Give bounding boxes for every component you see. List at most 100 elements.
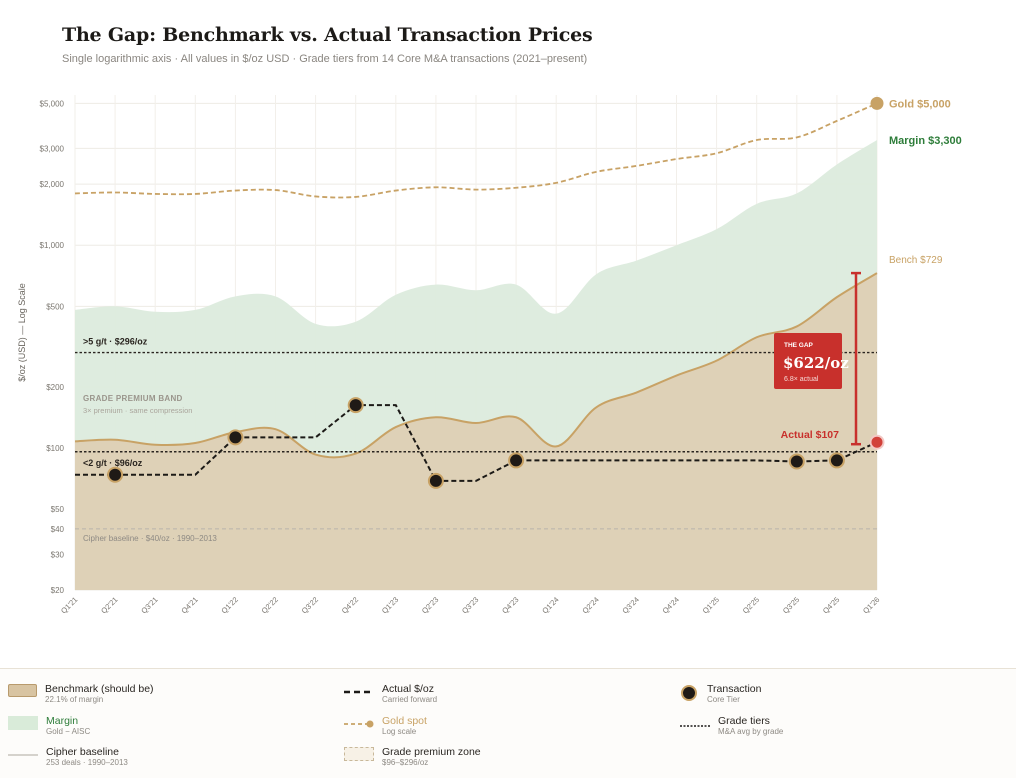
x-tick-label: Q3'22 [300,595,320,615]
legend-sub: Carried forward [382,695,438,704]
grade-band-sublabel: 3× premium · same compression [83,406,192,415]
legend-item-grade-tiers: Grade tiers M&A avg by grade [680,715,783,737]
x-tick-label: Q1'26 [861,595,881,615]
legend-sub: Core Tier [707,695,740,704]
y-tick-label: $200 [46,383,64,392]
cipher-baseline-label: Cipher baseline · $40/oz · 1990–2013 [83,534,217,543]
gold-swatch [344,720,374,728]
y-tick-label: $1,000 [40,241,65,250]
grade-zone-swatch [344,747,374,761]
chart-canvas: >5 g/t · $296/oz <2 g/t · $96/oz Cipher ba… [17,95,962,615]
gap-tag: THE GAP [784,342,814,349]
x-tick-label: Q4'23 [500,595,520,615]
bench-end-label: Bench $729 [889,255,943,266]
x-tick-label: Q3'23 [460,595,480,615]
y-axis-label: $/oz (USD) — Log Scale [17,283,27,382]
actual-end-dot [869,434,885,450]
y-tick-label: $50 [51,505,65,514]
x-tick-label: Q4'22 [340,595,360,615]
transaction-marker [788,453,805,470]
cipher-swatch [8,754,38,756]
benchmark-line [74,272,878,459]
benchmark-swatch [8,684,37,697]
gold-spot-line [74,102,878,199]
legend-label: Cipher baseline [46,746,119,758]
legend-item-transaction: Transaction Core Tier [680,683,761,705]
line-layer [74,102,878,482]
y-tick-label: $20 [51,586,65,595]
legend-sub: Gold − AISC [46,727,91,736]
x-tick-label: Q2'23 [420,595,440,615]
x-tick-label: Q2'25 [741,595,761,615]
transaction-marker [508,452,525,469]
actual-price-line [75,404,878,482]
chart-subtitle: Single logarithmic axis · All values in … [62,53,588,65]
margin-end-label: Margin $3,300 [889,135,962,147]
actual-swatch [344,690,374,694]
gold-end-dot [870,96,884,110]
transaction-marker [227,429,244,446]
grade-tiers-swatch [680,725,710,727]
legend-label: Benchmark (should be) [45,683,154,695]
legend-sub: M&A avg by grade [718,727,784,736]
y-tick-label: $40 [51,525,65,534]
legend-item-benchmark: Benchmark (should be) 22.1% of margin [8,683,154,705]
x-tick-label: Q2'22 [260,595,280,615]
y-tick-label: $500 [46,302,64,311]
legend-label: Grade premium zone [382,746,481,758]
legend-sub: 253 deals · 1990–2013 [46,758,128,767]
grade-band-label: GRADE PREMIUM BAND [83,394,183,403]
y-tick-label: $30 [51,550,65,559]
y-tick-label: $3,000 [40,144,65,153]
legend-item-grade-zone: Grade premium zone $96–$296/oz [344,746,481,768]
legend-item-margin: Margin Gold − AISC [8,715,90,737]
y-tick-label: $100 [46,444,64,453]
x-tick-label: Q1'23 [380,595,400,615]
transaction-marker [347,397,364,414]
grade-tier-low-label: <2 g/t · $96/oz [83,458,143,468]
x-tick-label: Q3'24 [620,595,640,615]
legend-label: Transaction [707,683,762,695]
reference-lines: >5 g/t · $296/oz <2 g/t · $96/oz Cipher ba… [75,337,877,543]
x-tick-label: Q4'24 [661,595,681,615]
x-tick-label: Q3'25 [781,595,801,615]
transaction-marker [107,466,124,483]
legend-label: Gold spot [382,715,427,727]
transaction-marker [427,472,444,489]
legend-label: Margin [46,715,79,727]
legend-item-cipher: Cipher baseline 253 deals · 1990–2013 [8,746,128,768]
legend-label: Actual $/oz [382,683,434,695]
gap-value: $622/oz [783,354,849,372]
legend: Benchmark (should be) 22.1% of margin Mar… [0,668,1016,778]
x-tick-label: Q2'21 [99,595,119,615]
grade-tier-high-label: >5 g/t · $296/oz [83,337,148,347]
area-layer [74,140,878,591]
legend-sub: 22.1% of margin [45,695,104,704]
legend-label: Grade tiers [718,715,770,727]
transaction-marker [828,452,845,469]
x-tick-label: Q1'21 [59,595,79,615]
legend-item-actual: Actual $/oz Carried forward [344,683,437,705]
x-tick-label: Q1'25 [701,595,721,615]
x-tick-label: Q1'24 [540,595,560,615]
y-tick-label: $2,000 [40,180,65,189]
benchmark-area [75,273,877,590]
x-tick-label: Q4'25 [821,595,841,615]
annotations: Gold $5,000 Margin $3,300 Bench $729 Actual… [774,96,962,450]
actual-end-label: Actual $107 [781,429,840,441]
gap-sub: 6.8× actual [784,376,819,383]
x-tick-label: Q2'24 [580,595,600,615]
marker-layer [107,397,845,489]
margin-swatch [8,716,38,730]
chart-title: The Gap: Benchmark vs. Actual Transactio… [62,24,593,46]
x-tick-label: Q4'21 [179,595,199,615]
gold-end-label: Gold $5,000 [889,98,951,110]
gap-box [774,333,842,389]
legend-sub: $96–$296/oz [382,758,429,767]
y-tick-label: $5,000 [40,99,65,108]
x-tick-label: Q3'21 [139,595,159,615]
legend-item-gold: Gold spot Log scale [344,715,427,737]
x-tick-label: Q1'22 [219,595,239,615]
transaction-swatch [681,685,697,701]
legend-sub: Log scale [382,727,417,736]
